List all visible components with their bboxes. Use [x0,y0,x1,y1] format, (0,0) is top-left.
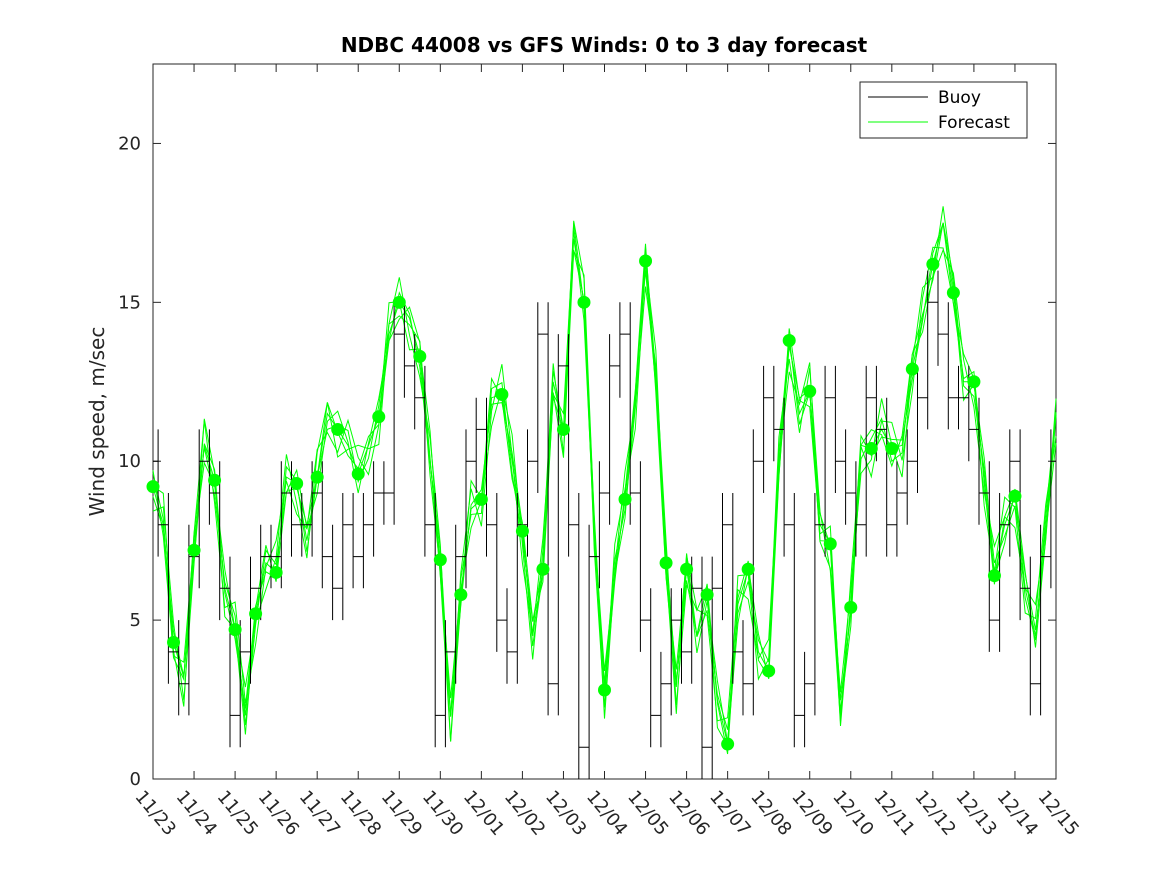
forecast-marker [495,387,509,401]
forecast-marker [392,295,406,309]
forecast-marker [310,470,324,484]
x-tick-label: 12/06 [664,787,713,840]
x-tick-label: 11/27 [295,787,344,840]
x-tick-label: 11/28 [336,787,385,840]
forecast-marker [515,524,529,538]
legend-forecast-label: Forecast [938,113,1010,133]
x-tick-label: 11/26 [254,787,303,840]
x-tick-label: 11/30 [418,787,467,840]
forecast-line [152,220,1057,742]
legend-box [859,81,1028,139]
forecast-marker [721,737,735,751]
forecast-line [152,206,1057,743]
plot-frame [152,63,1057,780]
forecast-marker [782,333,796,347]
x-tick-label: 12/01 [459,787,508,840]
y-tick-label: 5 [130,610,141,631]
forecast-line [152,222,1057,730]
forecast-marker [413,349,427,363]
forecast-marker [208,473,222,487]
x-tick-label: 12/08 [746,787,795,840]
forecast-markers-layer [146,254,1022,751]
x-tick-label: 12/15 [1034,787,1083,840]
forecast-marker [372,410,386,424]
x-tick-label: 11/25 [213,787,262,840]
axes-layer: 0510152011/2311/2411/2511/2611/2711/2811… [118,63,1083,840]
forecast-marker [351,467,365,481]
forecast-marker [680,562,694,576]
forecast-marker [700,588,714,602]
x-tick-label: 12/11 [869,787,918,840]
x-tick-label: 12/07 [705,787,754,840]
forecast-marker [639,254,653,268]
x-tick-label: 12/04 [582,787,631,840]
x-tick-label: 12/03 [541,787,590,840]
forecast-marker [187,543,201,557]
x-tick-label: 12/14 [993,787,1042,840]
forecast-marker [844,600,858,614]
forecast-marker [967,375,981,389]
forecast-line [152,246,1057,748]
x-tick-label: 12/05 [623,787,672,840]
forecast-marker [577,295,591,309]
chart-title: NDBC 44008 vs GFS Winds: 0 to 3 day fore… [341,33,868,57]
forecast-marker [536,562,550,576]
forecast-marker [167,635,181,649]
x-tick-label: 12/13 [951,787,1000,840]
forecast-marker [823,537,837,551]
forecast-marker [946,286,960,300]
forecast-marker [762,664,776,678]
forecast-marker [433,553,447,567]
forecast-marker [556,422,570,436]
forecast-marker [864,442,878,456]
forecast-marker [454,588,468,602]
forecast-series-layer [152,206,1057,755]
forecast-marker [269,565,283,579]
forecast-marker [987,569,1001,583]
forecast-marker [885,442,899,456]
x-tick-label: 12/10 [828,787,877,840]
forecast-marker [659,556,673,570]
legend: Buoy Forecast [859,81,1028,139]
forecast-marker [249,607,263,621]
legend-buoy-label: Buoy [938,88,981,108]
forecast-marker [290,476,304,490]
forecast-marker [905,362,919,376]
x-tick-label: 12/12 [910,787,959,840]
x-tick-label: 11/23 [131,787,180,840]
y-tick-label: 10 [118,451,141,472]
forecast-marker [228,623,242,637]
forecast-marker [598,683,611,697]
y-axis-label: Wind speed, m/sec [85,327,109,517]
x-tick-label: 12/02 [500,787,549,840]
forecast-marker [1008,489,1022,503]
forecast-marker [331,422,345,436]
buoy-line [153,270,1056,779]
forecast-marker [146,480,160,494]
y-tick-label: 15 [118,292,141,313]
forecast-marker [803,384,817,398]
forecast-marker [474,492,488,506]
x-tick-label: 11/29 [377,787,426,840]
x-tick-label: 11/24 [172,787,221,840]
forecast-marker [741,562,755,576]
y-tick-label: 20 [118,133,141,154]
forecast-marker [926,257,940,271]
buoy-series-layer [153,270,1056,779]
forecast-marker [618,492,632,506]
y-tick-label: 0 [130,769,141,790]
x-tick-label: 12/09 [787,787,836,840]
